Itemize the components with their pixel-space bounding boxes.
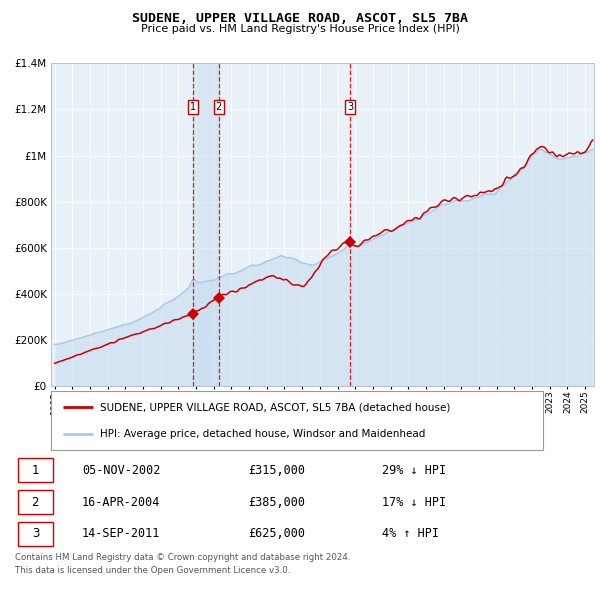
Text: 29% ↓ HPI: 29% ↓ HPI bbox=[382, 464, 446, 477]
Text: £385,000: £385,000 bbox=[248, 496, 305, 509]
Text: 1: 1 bbox=[190, 102, 196, 112]
Text: HPI: Average price, detached house, Windsor and Maidenhead: HPI: Average price, detached house, Wind… bbox=[100, 430, 425, 439]
Text: 2: 2 bbox=[32, 496, 39, 509]
Text: 4% ↑ HPI: 4% ↑ HPI bbox=[382, 527, 439, 540]
Text: Price paid vs. HM Land Registry's House Price Index (HPI): Price paid vs. HM Land Registry's House … bbox=[140, 24, 460, 34]
Text: 2: 2 bbox=[216, 102, 222, 112]
Text: 16-APR-2004: 16-APR-2004 bbox=[82, 496, 160, 509]
Text: This data is licensed under the Open Government Licence v3.0.: This data is licensed under the Open Gov… bbox=[15, 566, 290, 575]
Text: Contains HM Land Registry data © Crown copyright and database right 2024.: Contains HM Land Registry data © Crown c… bbox=[15, 553, 350, 562]
Text: 3: 3 bbox=[32, 527, 39, 540]
Text: £315,000: £315,000 bbox=[248, 464, 305, 477]
Text: 1: 1 bbox=[32, 464, 39, 477]
Text: SUDENE, UPPER VILLAGE ROAD, ASCOT, SL5 7BA: SUDENE, UPPER VILLAGE ROAD, ASCOT, SL5 7… bbox=[132, 12, 468, 25]
Text: 17% ↓ HPI: 17% ↓ HPI bbox=[382, 496, 446, 509]
FancyBboxPatch shape bbox=[51, 391, 543, 450]
Text: £625,000: £625,000 bbox=[248, 527, 305, 540]
FancyBboxPatch shape bbox=[18, 522, 53, 546]
FancyBboxPatch shape bbox=[18, 458, 53, 482]
Text: SUDENE, UPPER VILLAGE ROAD, ASCOT, SL5 7BA (detached house): SUDENE, UPPER VILLAGE ROAD, ASCOT, SL5 7… bbox=[100, 402, 451, 412]
Text: 14-SEP-2011: 14-SEP-2011 bbox=[82, 527, 160, 540]
Text: 3: 3 bbox=[347, 102, 353, 112]
Text: 05-NOV-2002: 05-NOV-2002 bbox=[82, 464, 160, 477]
FancyBboxPatch shape bbox=[18, 490, 53, 514]
Bar bbox=[193, 63, 219, 386]
